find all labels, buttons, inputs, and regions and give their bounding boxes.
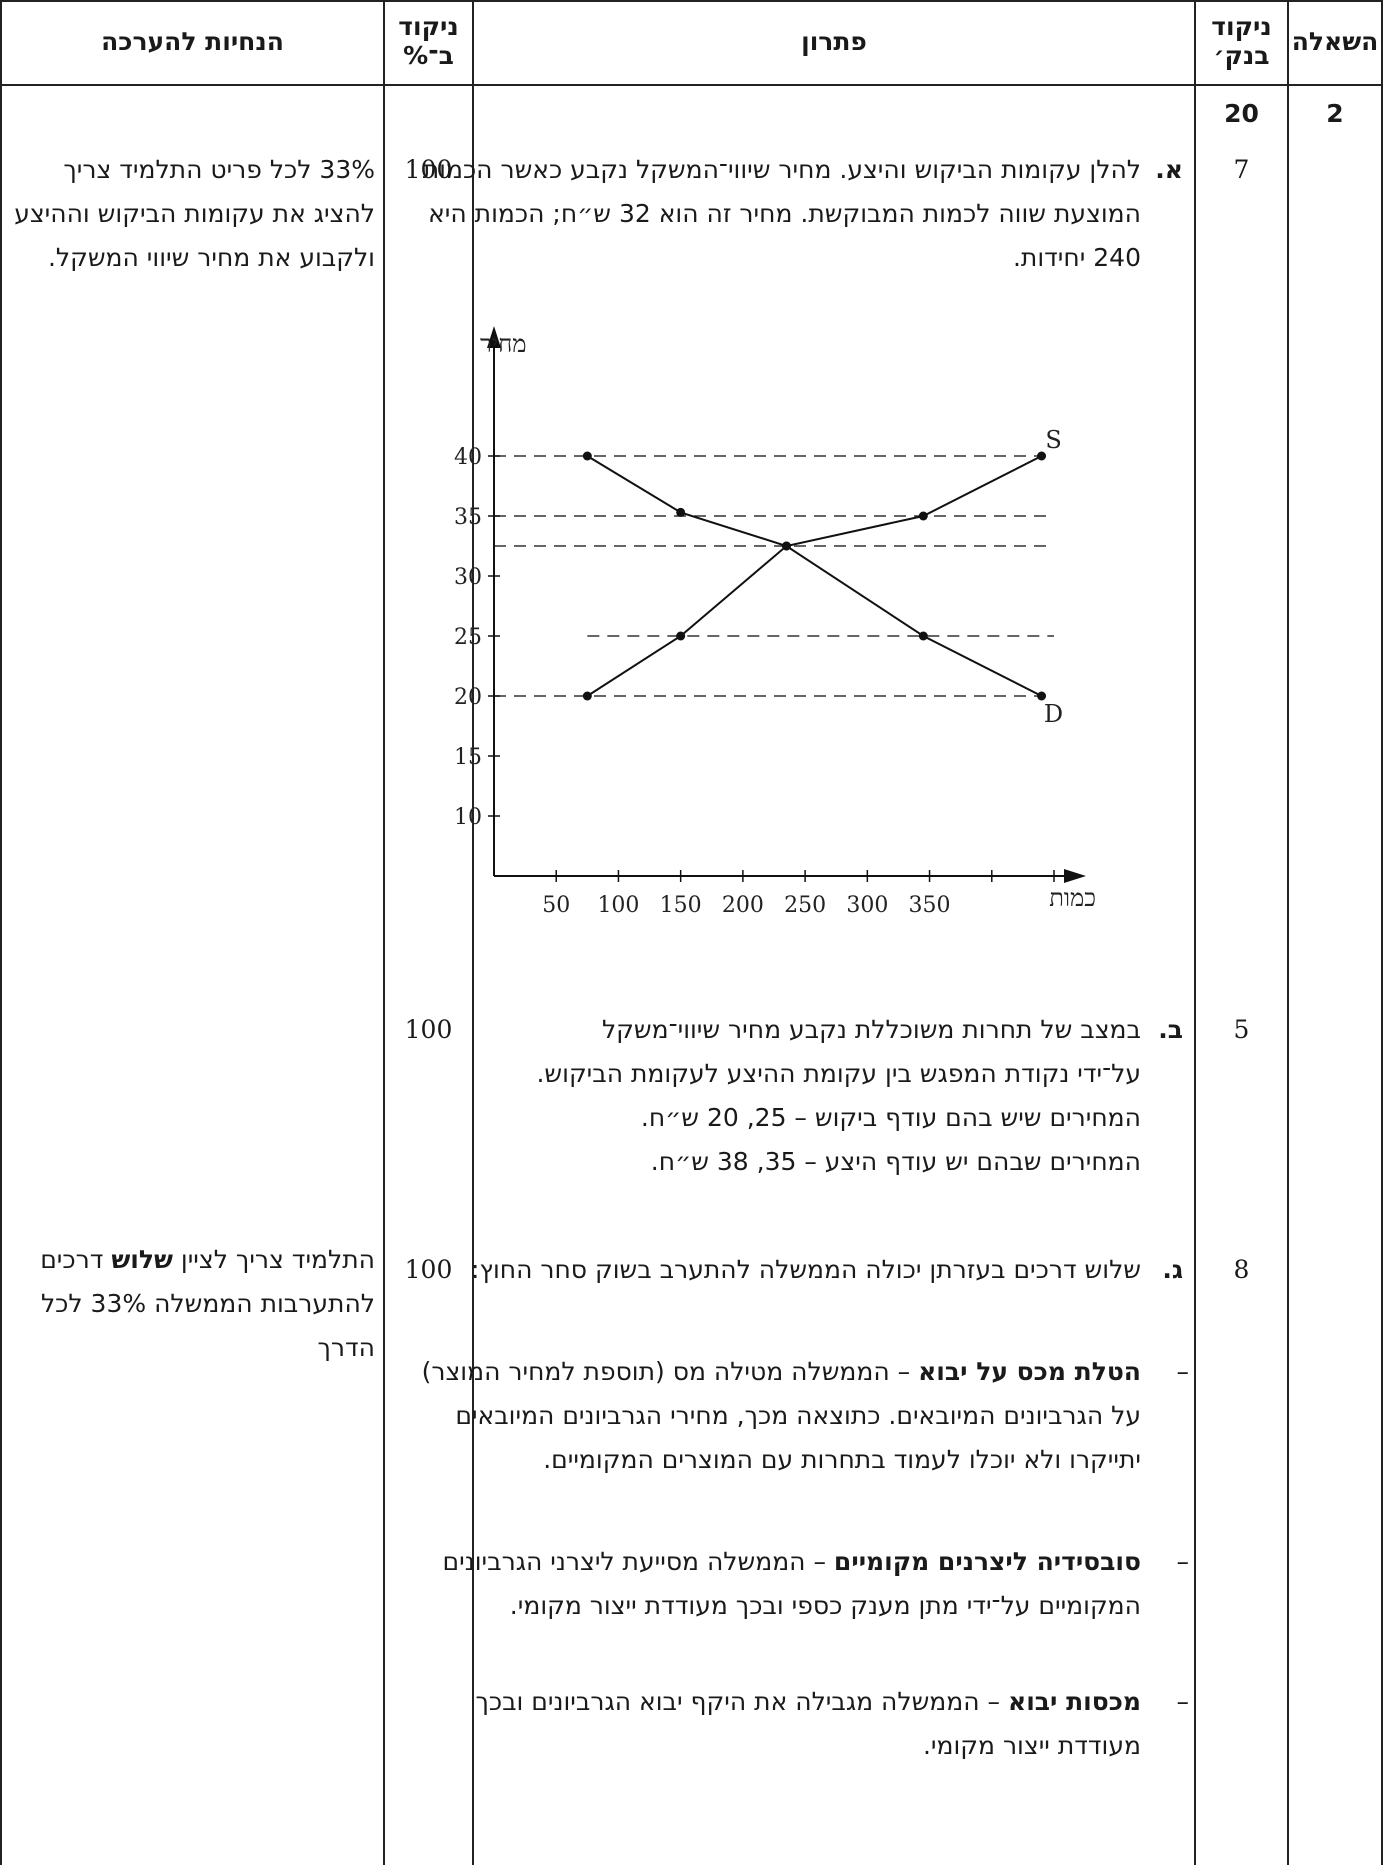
bullet-1: – הטלת מכס על יבוא – הממשלה מטילה מס (תו… bbox=[399, 1350, 1189, 1482]
part-b-line-4: המחירים שבהם יש עודף היצע – 35, 38 ש״ח. bbox=[650, 1147, 1141, 1176]
bullet-3-text: – הממשלה מגבילה את היקף יבוא הגרביונים ו… bbox=[475, 1687, 1141, 1760]
supply-demand-chart: 10 15 20 25 30 35 40 50 100 150 200 250 300 350 מחיר כמ… bbox=[454, 326, 1096, 918]
y-tick-label-20: 20 bbox=[454, 685, 482, 710]
x-tick-label-200: 200 bbox=[722, 893, 764, 918]
y-axis-label: מחיר bbox=[480, 330, 527, 358]
bullet-1-bold: הטלת מכס על יבוא bbox=[918, 1357, 1141, 1386]
part-b-line-3: המחירים שיש בהם עודף ביקוש – 25, 20 ש״ח. bbox=[640, 1103, 1141, 1132]
part-c-points: 8 bbox=[1233, 1255, 1250, 1284]
bullet-3: – מכסות יבוא – הממשלה מגבילה את היקף יבו… bbox=[399, 1680, 1189, 1768]
series-point-S-4 bbox=[1037, 451, 1047, 461]
x-tick-label-300: 300 bbox=[846, 893, 888, 918]
question-number: 2 bbox=[1326, 99, 1344, 128]
series-label-D: D bbox=[1044, 700, 1063, 728]
part-a-guideline: 33% לכל פריט התלמיד צריך להציג את עקומות… bbox=[14, 155, 375, 272]
series-label-S: S bbox=[1045, 426, 1061, 454]
x-tick-label-250: 250 bbox=[784, 893, 826, 918]
bullet-3-dash: – bbox=[1176, 1687, 1190, 1716]
part-c-guideline-pre: התלמיד צריך לציין bbox=[180, 1245, 375, 1274]
table-left-border bbox=[0, 0, 2, 1865]
series-line-S bbox=[586, 455, 1043, 697]
part-b-line-2: על־ידי נקודת המפגש בין עקומת ההיצע לעקומ… bbox=[536, 1059, 1141, 1088]
header-percent: ניקוד ב־% bbox=[398, 12, 459, 70]
header-question: השאלה bbox=[1291, 26, 1379, 56]
series-point-D-2 bbox=[781, 541, 791, 551]
header-bottom-border bbox=[0, 84, 1383, 86]
part-b-percent: 100 bbox=[404, 1015, 453, 1044]
x-axis-label: כמות bbox=[1049, 884, 1096, 912]
y-tick-label-40: 40 bbox=[454, 445, 482, 470]
header-solution: פתרון bbox=[801, 26, 867, 56]
part-b-line-1: במצב של תחרות משוכללת נקבע מחיר שיווי־מש… bbox=[601, 1015, 1141, 1044]
part-b-letter: ב. bbox=[1158, 1015, 1183, 1044]
series-point-S-0 bbox=[582, 691, 592, 701]
bullet-2-bold: סובסידיה ליצרנים מקומיים bbox=[833, 1547, 1141, 1576]
solution-inner-line-right-a bbox=[1194, 84, 1196, 316]
series-point-D-1 bbox=[676, 507, 686, 517]
question-total-points: 20 bbox=[1224, 99, 1259, 128]
x-tick-label-50: 50 bbox=[542, 893, 570, 918]
part-c-letter: ג. bbox=[1162, 1255, 1183, 1284]
divider-guidelines-percent bbox=[383, 0, 385, 1865]
y-tick-label-25: 25 bbox=[454, 625, 482, 650]
divider-points-question bbox=[1287, 0, 1289, 1865]
y-tick-label-15: 15 bbox=[454, 745, 482, 770]
y-axis-arrow bbox=[487, 326, 501, 348]
x-tick-label-100: 100 bbox=[597, 893, 639, 918]
bullet-1-text: – הממשלה מטילה מס (תוספת למחיר המוצר) על… bbox=[421, 1357, 1141, 1474]
bullet-1-dash: – bbox=[1176, 1357, 1190, 1386]
series-point-S-3 bbox=[918, 511, 928, 521]
part-c-guideline: התלמיד צריך לציין שלוש דרכים להתערבות המ… bbox=[5, 1238, 375, 1370]
y-tick-label-35: 35 bbox=[454, 505, 482, 530]
series-point-S-1 bbox=[676, 631, 686, 641]
x-axis-arrow bbox=[1064, 869, 1086, 883]
x-tick-label-350: 350 bbox=[909, 893, 951, 918]
part-c-guideline-bold: שלוש bbox=[111, 1245, 173, 1274]
bullet-3-bold: מכסות יבוא bbox=[1008, 1687, 1141, 1716]
divider-percent-solution bbox=[472, 0, 474, 1865]
part-a-letter: א. bbox=[1155, 155, 1183, 184]
part-c-percent: 100 bbox=[404, 1255, 453, 1284]
part-b-points: 5 bbox=[1233, 1015, 1250, 1044]
series-point-D-0 bbox=[582, 451, 592, 461]
bullet-2: – סובסידיה ליצרנים מקומיים – הממשלה מסיי… bbox=[399, 1540, 1189, 1628]
part-a-percent: 100 bbox=[404, 155, 453, 184]
part-c-intro: שלוש דרכים בעזרתן יכולה הממשלה להתערב בש… bbox=[471, 1255, 1141, 1284]
header-guidelines: הנחיות להערכה bbox=[101, 26, 284, 56]
part-a-points: 7 bbox=[1233, 155, 1250, 184]
bullet-2-dash: – bbox=[1176, 1547, 1190, 1576]
series-point-D-3 bbox=[918, 631, 928, 641]
header-points: ניקוד בנק׳ bbox=[1211, 12, 1272, 70]
table-right-border bbox=[1381, 0, 1383, 1865]
part-a-text: להלן עקומות הביקוש והיצע. מחיר שיווי־המש… bbox=[422, 155, 1141, 272]
x-tick-label-150: 150 bbox=[660, 893, 702, 918]
table-top-border bbox=[0, 0, 1383, 2]
series-point-D-4 bbox=[1037, 691, 1047, 701]
y-tick-label-30: 30 bbox=[454, 565, 482, 590]
bullet-2-text: – הממשלה מסייעת ליצרני הגרביונים המקומיי… bbox=[442, 1547, 1141, 1620]
part-c-guideline-post: דרכים להתערבות הממשלה 33% לכל הדרך bbox=[40, 1245, 375, 1362]
y-tick-label-10: 10 bbox=[454, 805, 482, 830]
series-line-D bbox=[586, 455, 1043, 697]
divider-solution-points bbox=[1194, 0, 1196, 1865]
solution-inner-line-left-a bbox=[472, 84, 474, 316]
